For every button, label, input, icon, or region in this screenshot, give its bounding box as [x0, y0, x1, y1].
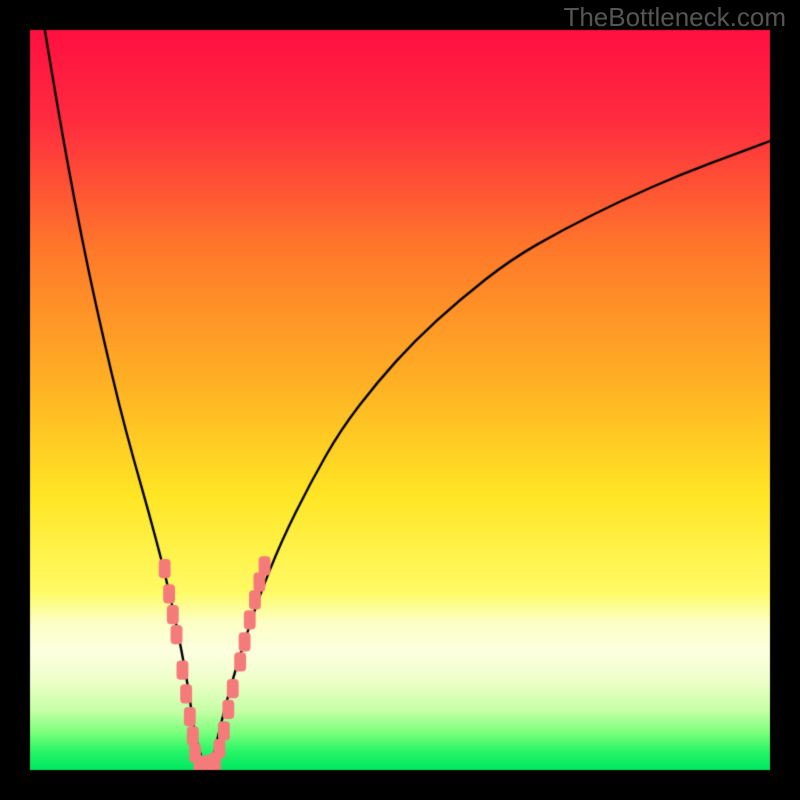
bottleneck-curve-chart: [0, 0, 800, 800]
chart-root: TheBottleneck.com: [0, 0, 800, 800]
watermark-text: TheBottleneck.com: [563, 2, 786, 33]
